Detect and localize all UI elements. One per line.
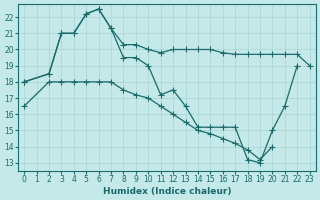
X-axis label: Humidex (Indice chaleur): Humidex (Indice chaleur) <box>103 187 231 196</box>
